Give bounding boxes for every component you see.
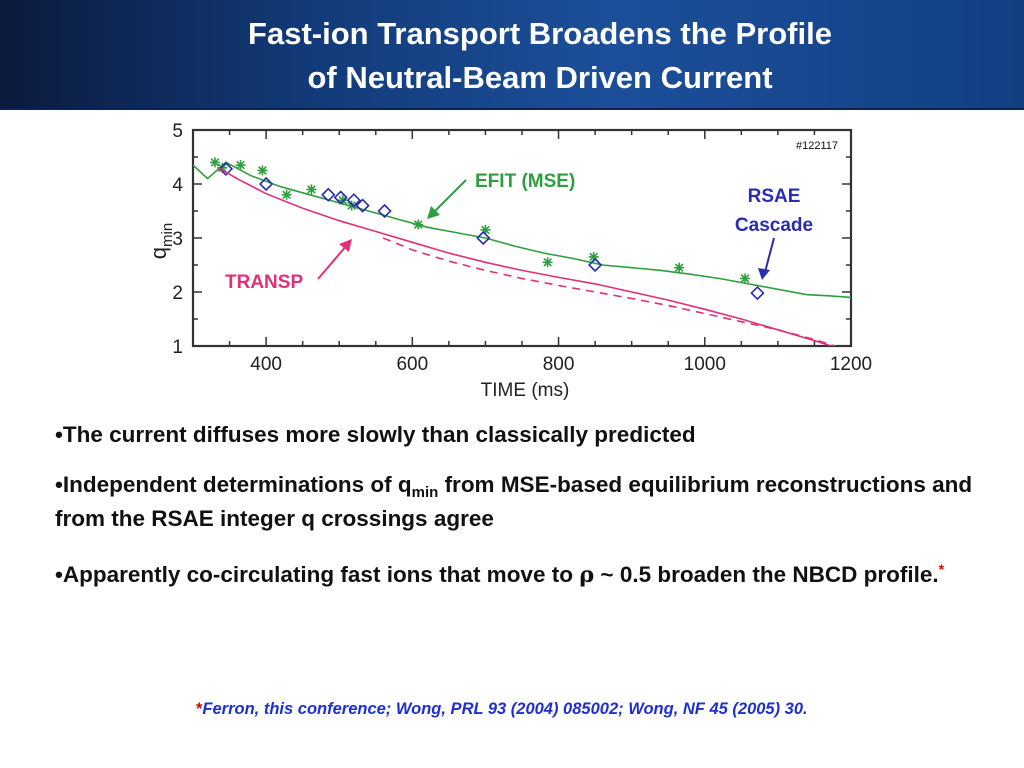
- bullet-2: •Independent determinations of qmin from…: [55, 468, 975, 536]
- reference-footnote: *Ferron, this conference; Wong, PRL 93 (…: [196, 700, 808, 719]
- star-stroke: [740, 274, 750, 283]
- rsae-annotation-line-2: Cascade: [735, 215, 813, 236]
- qmin-vs-time-chart: 1 2 3 4 5 400 600 800 1000 1200 TIME (ms) qmin #…: [146, 121, 872, 401]
- bullet-1-text: •The current diffuses more slowly than c…: [55, 422, 696, 447]
- bullet-3: •Apparently co-circulating fast ions tha…: [55, 552, 975, 592]
- x-axis-label: TIME (ms): [481, 380, 570, 401]
- rsae-diamond-point: [476, 230, 491, 246]
- y-axis-label-main: q: [146, 247, 171, 259]
- star-stroke: [413, 220, 423, 229]
- plot-series: [193, 157, 851, 346]
- transp-dashed-curve: [382, 237, 838, 346]
- star-stroke: [543, 257, 552, 267]
- efit-star-point: [542, 257, 553, 268]
- footnote-star: *: [196, 700, 203, 718]
- star-stroke: [674, 263, 684, 273]
- star-stroke: [347, 201, 356, 210]
- rsae-diamond-point: [355, 198, 370, 213]
- efit-star-point: [413, 219, 424, 230]
- efit-mse-annotation: EFIT (MSE): [475, 171, 575, 192]
- star-stroke: [217, 163, 227, 173]
- y-tick-label: 4: [172, 175, 183, 196]
- efit-line-curve: [193, 161, 851, 299]
- efit-star-point: [281, 189, 292, 200]
- x-tick-label: 800: [543, 354, 575, 375]
- y-axis-label: qmin: [146, 223, 176, 259]
- rsae-diamond-point: [377, 203, 392, 219]
- bullet-1: •The current diffuses more slowly than c…: [55, 418, 975, 452]
- efit-star-point: [739, 273, 750, 284]
- title-banner: Fast-ion Transport Broadens the Profile …: [0, 0, 1024, 110]
- x-tick-labels: 400 600 800 1000 1200: [250, 354, 872, 375]
- efit-arrow: [427, 179, 467, 219]
- efit-star-point: [306, 184, 317, 195]
- star-stroke: [282, 190, 291, 200]
- efit-star-point: [209, 157, 220, 168]
- efit-star-point: [257, 165, 268, 176]
- plot-frame: [191, 128, 853, 348]
- x-tick-label: 400: [250, 354, 282, 375]
- transp-arrow: [317, 239, 352, 280]
- transp-solid-curve: [218, 167, 835, 346]
- slide-title-line-2: of Neutral-Beam Driven Current: [307, 60, 773, 95]
- star-stroke: [589, 252, 598, 262]
- rsae-arrow: [758, 237, 775, 280]
- y-axis-label-sub: min: [159, 223, 176, 247]
- rsae-diamond-point: [321, 187, 336, 202]
- y-tick-label: 1: [172, 337, 183, 358]
- slide-title-line-1: Fast-ion Transport Broadens the Profile: [248, 16, 832, 51]
- rsae-diamond-point: [587, 257, 603, 273]
- star-stroke: [210, 158, 220, 167]
- bullet-2-text-end: from MSE-based equilibrium reconstructio…: [55, 472, 973, 531]
- efit-star-point: [674, 262, 685, 273]
- rsae-diamond-point: [346, 193, 361, 208]
- bullet-3-text-start: •Apparently co-circulating fast ions tha…: [55, 562, 580, 587]
- svg-text:qmin: qmin: [146, 223, 176, 259]
- rho-symbol: ρ: [579, 562, 595, 588]
- bullet-2-text-start: •Independent determinations of q: [55, 472, 412, 497]
- star-stroke: [236, 160, 245, 170]
- rsae-diamond-point: [750, 285, 765, 301]
- rsae-diamond-point: [218, 161, 234, 177]
- axis-ticks: [192, 129, 852, 347]
- x-tick-label: 1200: [830, 354, 872, 375]
- rsae-annotation-line-1: RSAE: [748, 186, 801, 207]
- y-tick-labels: 1 2 3 4 5: [172, 121, 183, 358]
- bullet-2-subscript: min: [411, 484, 439, 501]
- shot-number-label: #122117: [796, 140, 838, 152]
- y-tick-label: 3: [172, 229, 183, 250]
- y-tick-label: 5: [172, 121, 183, 142]
- rsae-diamond-point: [258, 176, 274, 192]
- bullet-list: •The current diffuses more slowly than c…: [55, 418, 975, 608]
- x-tick-label: 600: [396, 354, 428, 375]
- footnote-text: Ferron, this conference; Wong, PRL 93 (2…: [202, 700, 808, 718]
- transp-annotation: TRANSP: [225, 272, 303, 293]
- bullet-3-text-end: ~ 0.5 broaden the NBCD profile.: [594, 562, 939, 587]
- y-tick-label: 2: [172, 283, 183, 304]
- footnote-marker: *: [938, 561, 945, 577]
- x-tick-label: 1000: [684, 354, 726, 375]
- efit-star-point: [235, 160, 246, 171]
- star-stroke: [307, 185, 316, 194]
- star-stroke: [258, 166, 267, 175]
- rsae-diamond-point: [333, 190, 348, 205]
